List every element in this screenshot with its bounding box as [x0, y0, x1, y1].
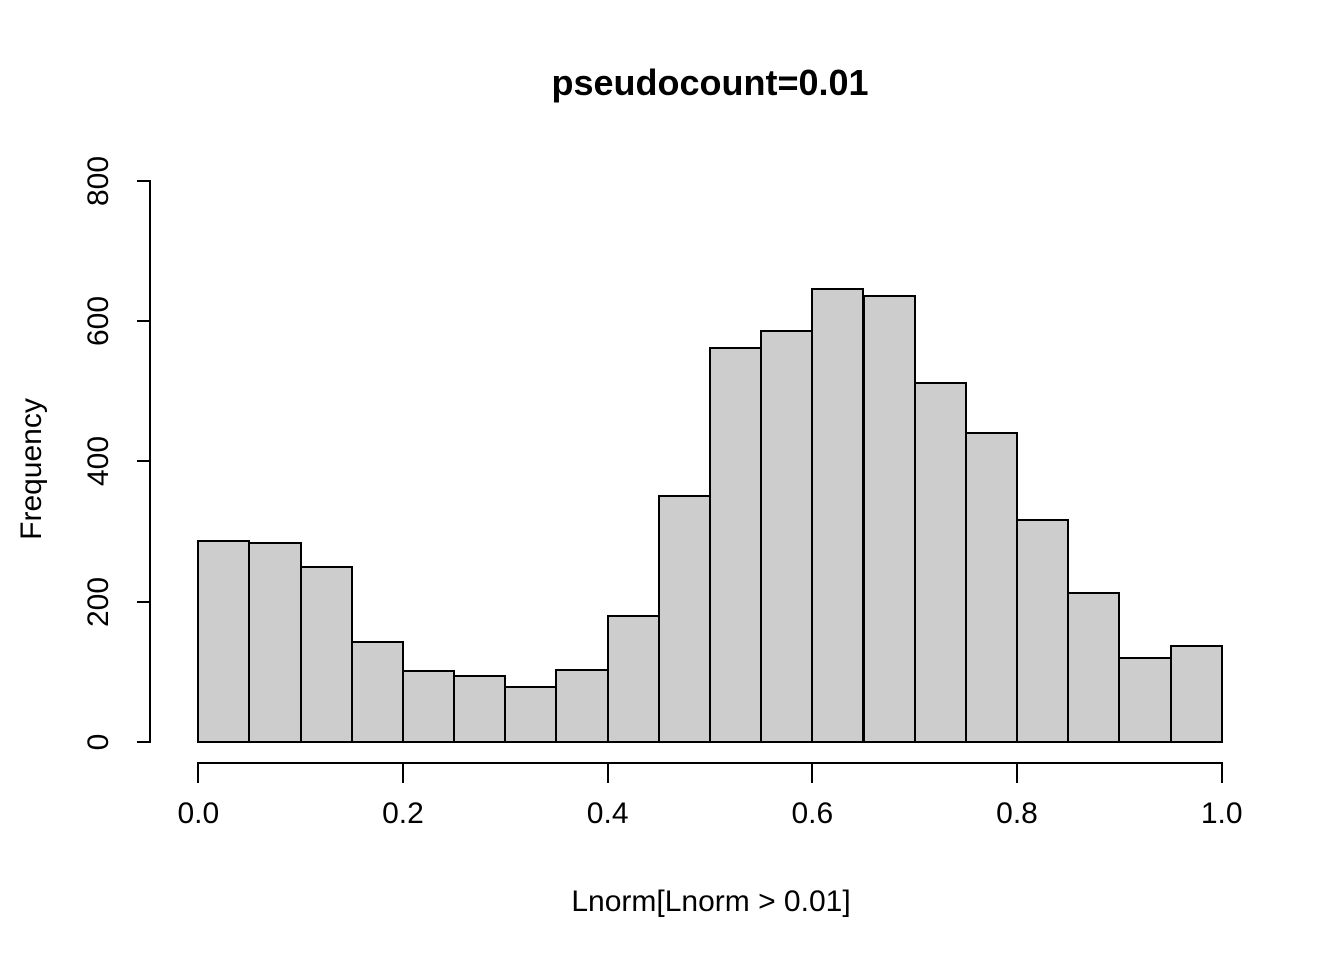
histogram-bar: [811, 287, 865, 743]
histogram-bar: [760, 329, 814, 743]
y-axis-label: Frequency: [15, 398, 48, 540]
x-axis-line: [197, 762, 1223, 765]
x-tick: [1016, 763, 1019, 784]
x-tick: [811, 763, 814, 784]
x-tick: [1220, 763, 1223, 784]
y-tick-label: 400: [82, 436, 115, 487]
histogram-bar: [1016, 518, 1070, 743]
histogram-bar: [657, 495, 711, 743]
y-axis-line: [149, 179, 151, 743]
x-axis-label: Lnorm[Lnorm > 0.01]: [571, 885, 851, 918]
x-tick-label: 1.0: [1200, 797, 1243, 830]
x-tick: [606, 763, 609, 784]
histogram-bar: [606, 615, 660, 743]
y-tick: [137, 600, 150, 603]
y-tick-label: 800: [82, 155, 115, 206]
histogram-bar: [299, 566, 353, 743]
x-tick: [197, 763, 200, 784]
histogram-bar: [453, 675, 507, 743]
x-tick-label: 0.6: [791, 797, 834, 830]
histogram-bar: [862, 295, 916, 743]
y-tick: [137, 179, 150, 182]
y-tick-label: 200: [82, 576, 115, 627]
histogram-bar: [709, 346, 763, 743]
y-tick: [137, 319, 150, 322]
x-tick-label: 0.2: [382, 797, 424, 830]
y-tick-label: 0: [82, 733, 115, 751]
y-tick: [137, 741, 150, 743]
y-tick-label: 600: [82, 295, 115, 346]
chart-title: pseudocount=0.01: [551, 62, 869, 103]
y-tick: [137, 460, 150, 463]
histogram-bar: [248, 541, 302, 743]
histogram-bar: [964, 431, 1018, 743]
histogram-bar: [197, 540, 251, 743]
x-tick: [401, 763, 404, 784]
histogram-bar: [913, 382, 967, 743]
histogram-bar: [504, 686, 558, 743]
histogram-bar: [401, 670, 456, 743]
histogram-bar: [350, 640, 404, 743]
histogram-bar: [555, 668, 609, 743]
x-tick-label: 0.0: [177, 797, 220, 830]
histogram-bar: [1067, 592, 1121, 743]
x-tick-label: 0.8: [996, 797, 1038, 830]
histogram-bar: [1169, 644, 1223, 743]
x-tick-label: 0.4: [586, 797, 629, 830]
histogram-bar: [1118, 657, 1172, 743]
